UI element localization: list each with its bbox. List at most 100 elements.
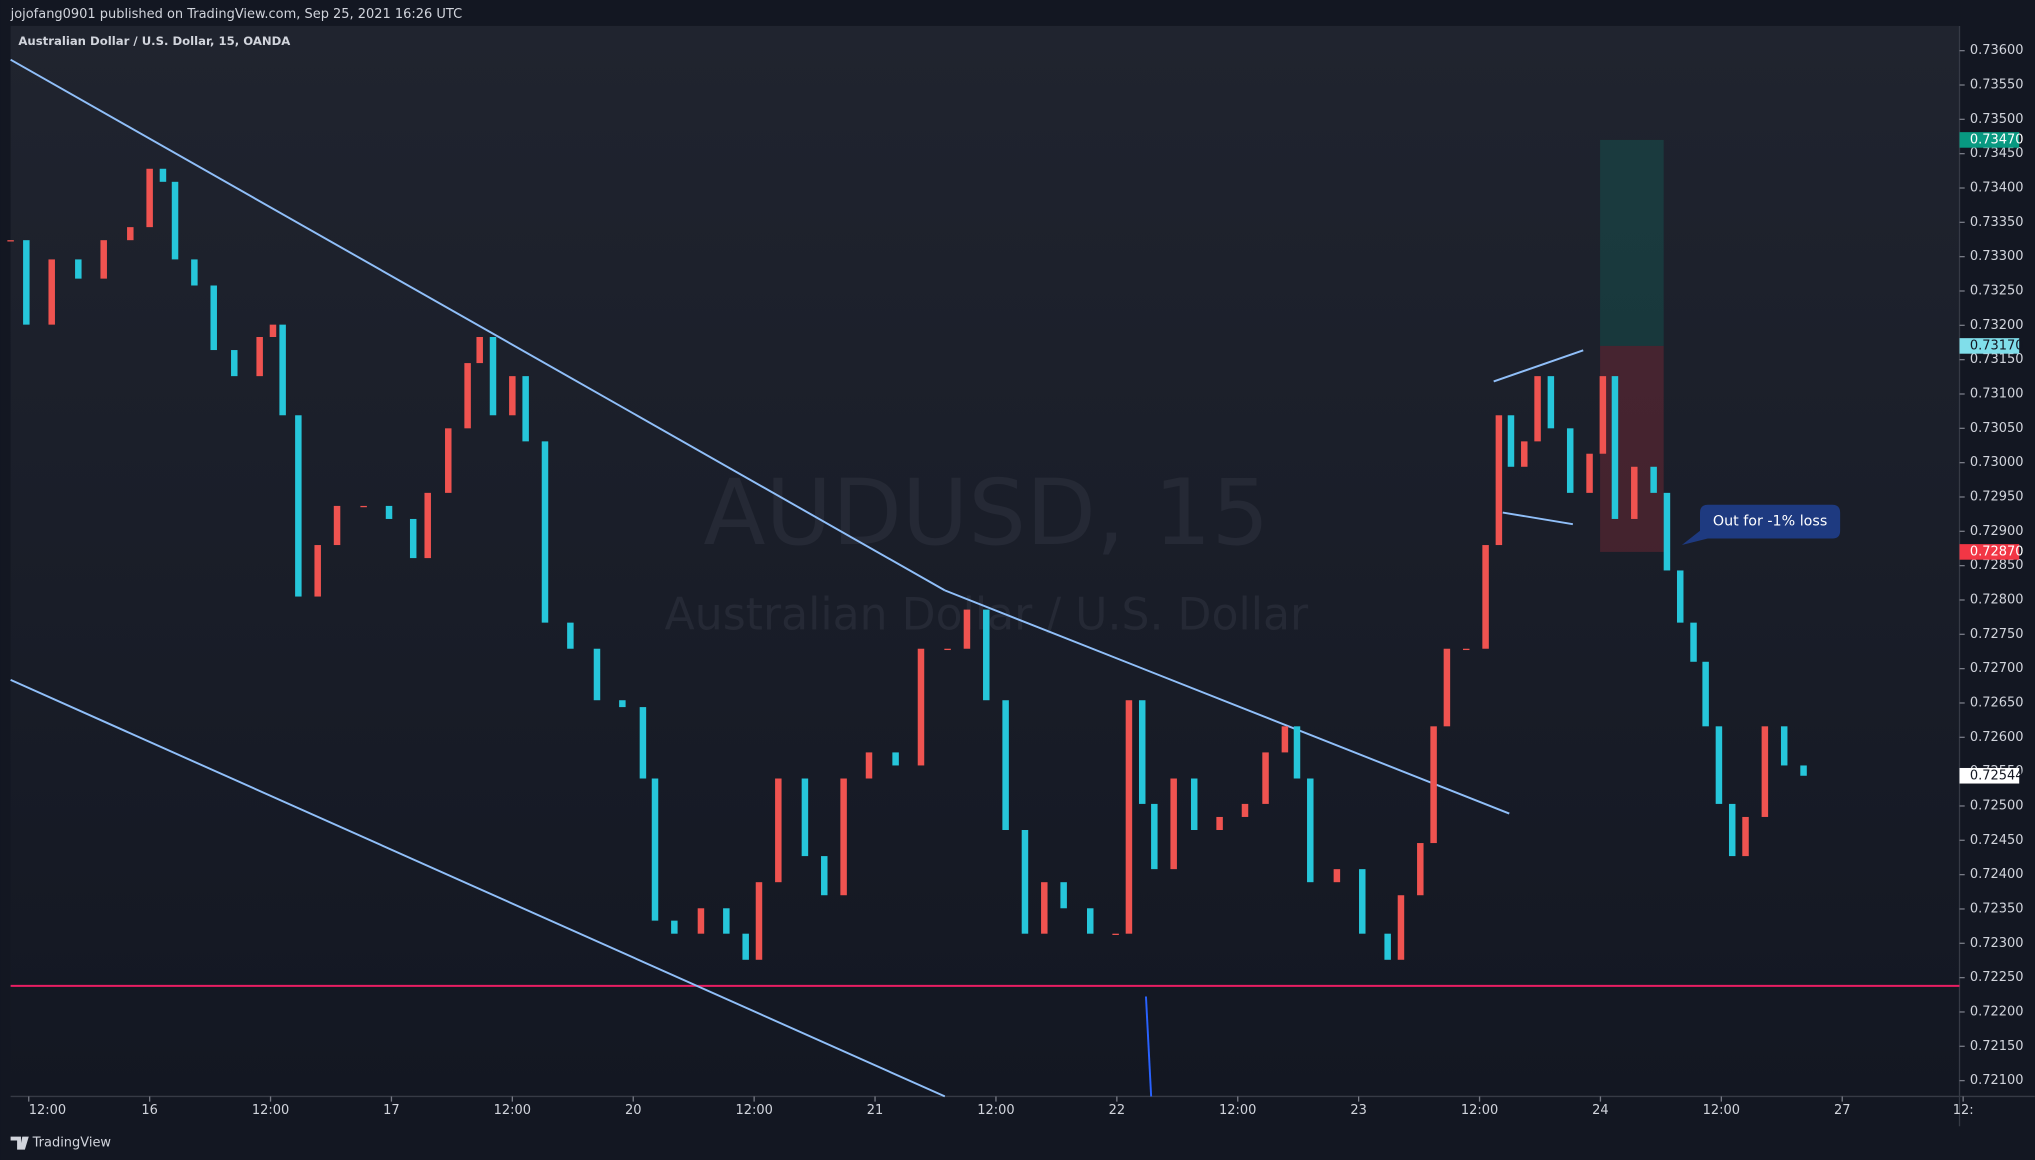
callout-box (1681, 504, 1841, 545)
price-label-box (1959, 544, 2020, 560)
publisher: jojofang0901 published on TradingView.co… (10, 7, 463, 22)
candle-body (1507, 415, 1515, 467)
candle-body (256, 336, 263, 377)
candle-body (593, 648, 601, 701)
y-tick-label: 0.73200 (1970, 318, 2024, 333)
candle-body (1482, 545, 1489, 649)
price-label: 0.72870 (1970, 544, 2024, 559)
x-tick-label: 22 (1109, 1103, 1126, 1118)
x-tick-label: 27 (1834, 1103, 1851, 1118)
y-tick-label: 0.73300 (1970, 249, 2024, 264)
candle-body (385, 505, 393, 519)
candle-body (1534, 376, 1541, 442)
price-label-box (1959, 132, 2020, 148)
price-label: 0.73470 (1970, 132, 2024, 147)
candle-body (1495, 415, 1503, 546)
candle-body (1728, 803, 1736, 857)
y-tick-label: 0.72800 (1970, 592, 2024, 607)
candle-body (7, 240, 14, 242)
candle-body (159, 168, 167, 182)
y-tick-label: 0.72250 (1970, 970, 2024, 985)
candles (7, 168, 1807, 960)
candle-body (1650, 466, 1657, 493)
y-tick-label: 0.72650 (1970, 695, 2024, 710)
y-tick-label: 0.72500 (1970, 798, 2024, 813)
candle-body (983, 609, 990, 701)
candle-body (1293, 726, 1301, 779)
candle-body (1462, 648, 1470, 651)
axes: 0.73600 0.73550 0.73500 0.73450 0.73400 0.733… (28, 43, 2024, 1118)
y-tick-label: 0.72700 (1970, 661, 2024, 676)
candle-body (1676, 570, 1684, 623)
candle-body (1547, 376, 1555, 429)
candle-body (840, 778, 847, 896)
candle-body (651, 778, 659, 921)
x-tick-label: 24 (1592, 1103, 1609, 1118)
candle-body (1170, 778, 1177, 870)
candle-body (892, 752, 899, 766)
position-layer (10, 139, 1960, 987)
x-tick-label: 12:00 (1219, 1103, 1256, 1118)
candle-body (1216, 816, 1223, 831)
x-tick-label: 21 (867, 1103, 884, 1118)
x-tick-label: 17 (383, 1103, 400, 1118)
candle-body (1586, 453, 1593, 493)
y-tick-label: 0.72300 (1970, 936, 2024, 951)
x-tick-label: 12:00 (494, 1103, 531, 1118)
price-label-box (1959, 338, 2020, 354)
candle-body (1430, 726, 1437, 844)
x-tick-label: 12:00 (29, 1103, 66, 1118)
candle-body (146, 168, 153, 228)
candle-body (1041, 882, 1048, 934)
brand-logo (10, 1136, 29, 1150)
y-tick-label: 0.72900 (1970, 524, 2024, 539)
candle-body (522, 376, 529, 442)
candle-body (865, 752, 873, 779)
candle-body (1151, 803, 1158, 870)
drawings (10, 58, 1584, 1098)
y-tick-label: 0.73250 (1970, 283, 2024, 298)
plot-area (10, 25, 1960, 1097)
x-tick-label: 12:00 (735, 1103, 772, 1118)
candle-body (1333, 869, 1341, 883)
candle-body (1087, 908, 1094, 934)
candle-body (360, 505, 367, 508)
candle-body (231, 350, 238, 377)
y-tick-label: 0.72950 (1970, 489, 2024, 504)
candle-body (1443, 648, 1451, 727)
candle-body (755, 882, 763, 960)
candle-body (1138, 700, 1146, 804)
candle-body (1690, 622, 1697, 662)
candle-body (75, 259, 82, 279)
candle-body (1125, 700, 1133, 934)
candle-body (1599, 376, 1607, 454)
candle-body (23, 240, 30, 325)
y-tick-label: 0.73600 (1970, 43, 2024, 58)
take-profit-zone (1600, 139, 1664, 346)
candle-body (1002, 700, 1009, 831)
candle-body (1800, 765, 1807, 776)
candle-body (1566, 428, 1574, 493)
x-tick-label: 20 (625, 1103, 642, 1118)
y-tick-label: 0.72600 (1970, 730, 2024, 745)
y-tick-label: 0.72850 (1970, 558, 2024, 573)
candle-body (697, 908, 705, 934)
candle-body (639, 707, 647, 779)
candle-body (1262, 752, 1269, 804)
y-tick-label: 0.73400 (1970, 180, 2024, 195)
callout-text: Out for -1% loss (1713, 514, 1827, 530)
candle-body (127, 227, 134, 241)
candle-body (100, 240, 107, 279)
vertical-line (1144, 996, 1153, 1097)
stop-loss-zone (1600, 345, 1664, 552)
last-price-label: 0.72544 (1970, 768, 2024, 783)
candle-body (489, 336, 497, 416)
x-tick-label: 12: (1953, 1103, 1974, 1118)
callout: Out for -1% loss (1681, 504, 1841, 545)
candle-body (171, 181, 179, 260)
footer: TradingView (10, 1136, 111, 1151)
candle-body (1742, 816, 1749, 857)
candle-body (1611, 376, 1619, 519)
